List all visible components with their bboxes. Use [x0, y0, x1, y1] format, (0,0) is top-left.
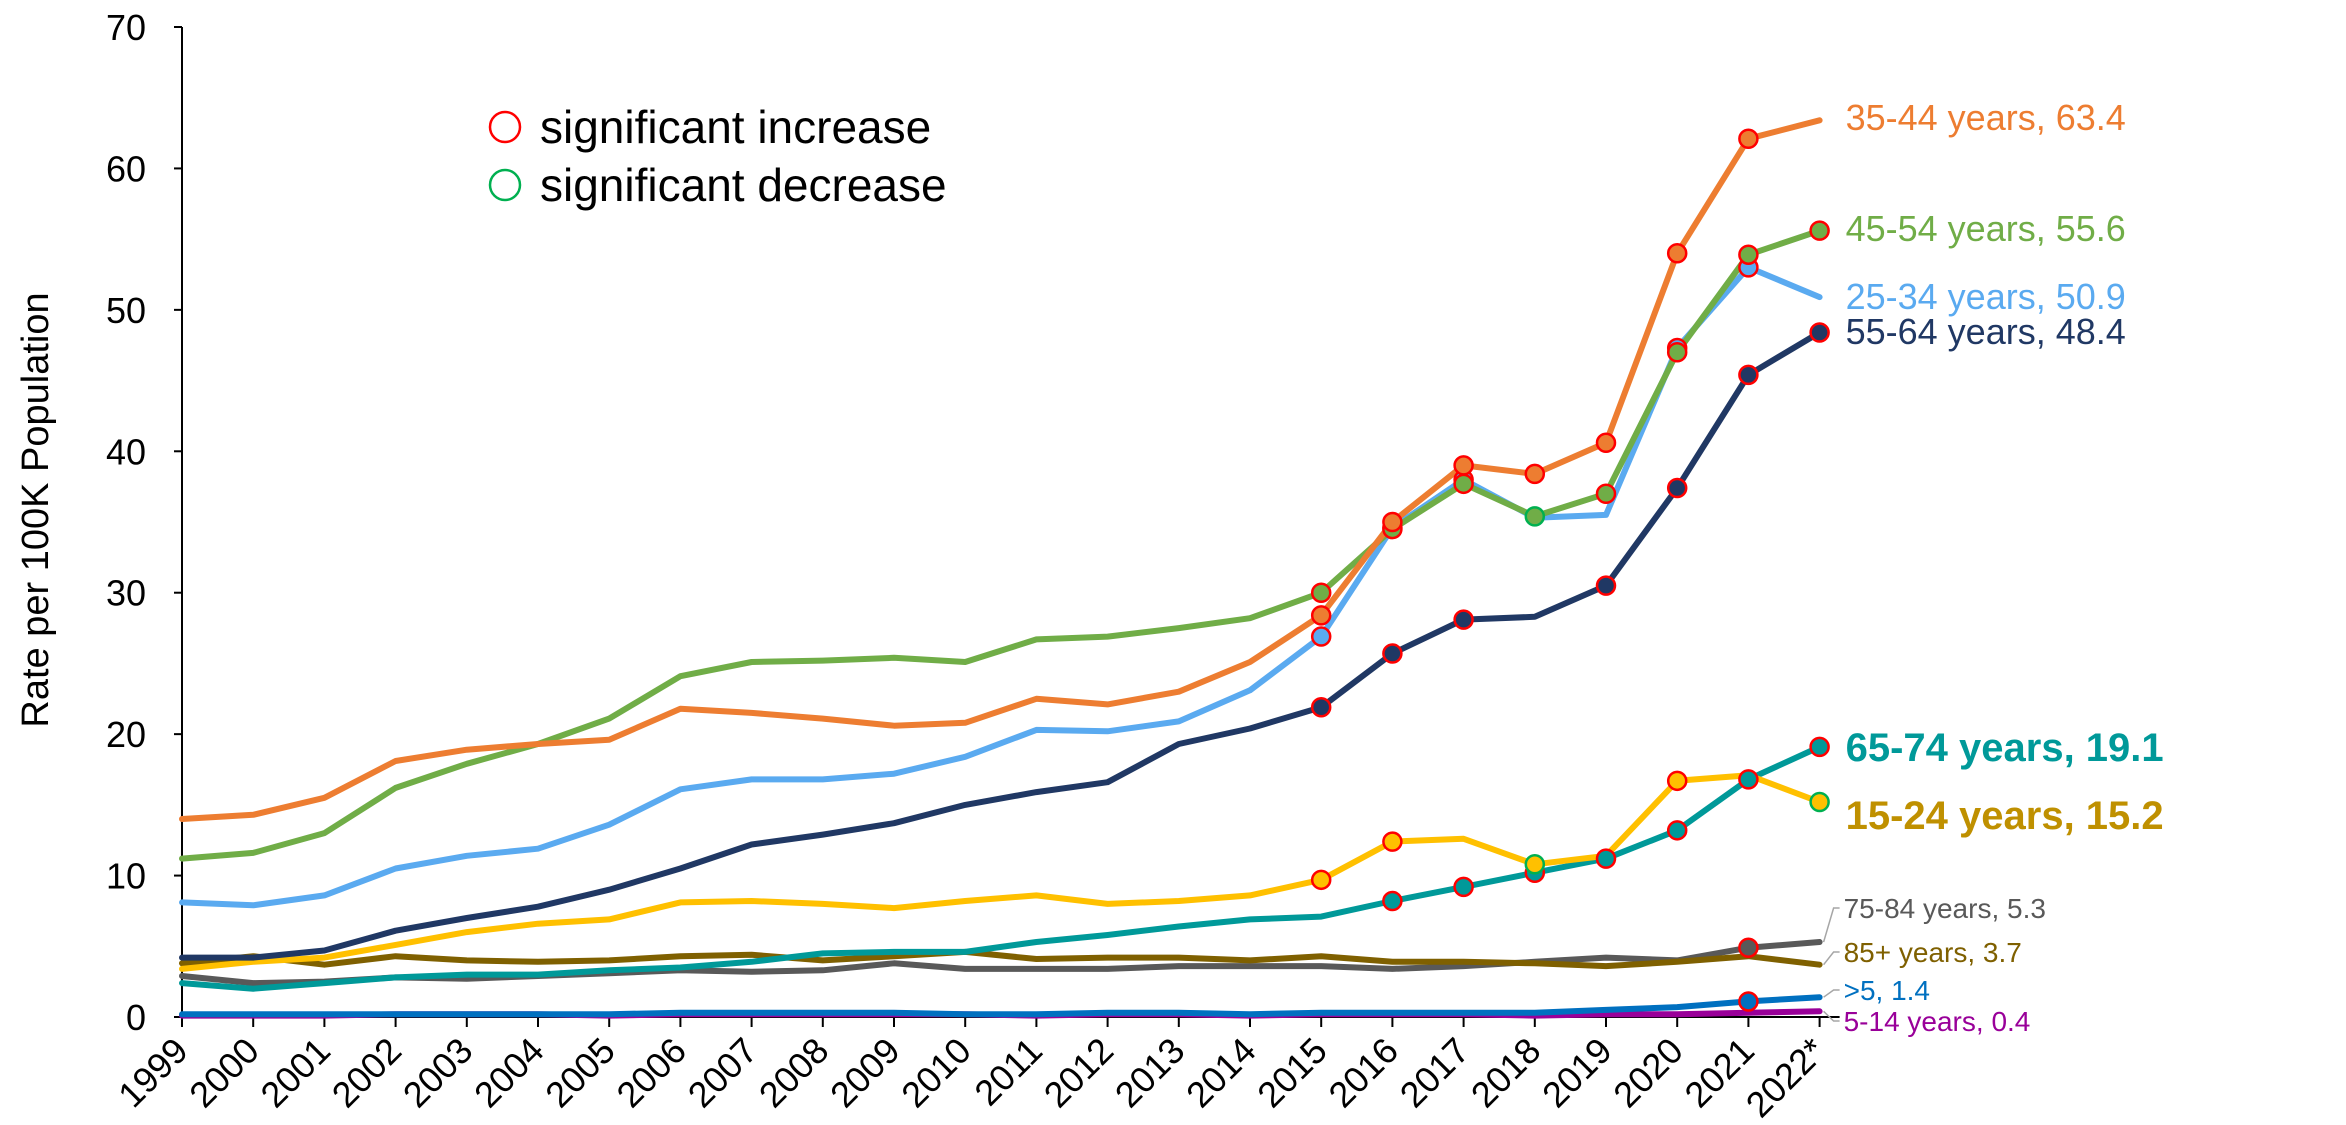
- y-axis-title: Rate per 100K Population: [15, 292, 57, 727]
- series-end-label: 65-74 years, 19.1: [1846, 726, 2164, 770]
- legend-label: significant decrease: [540, 159, 947, 211]
- data-point-marker: [1310, 605, 1332, 626]
- significance-markers: [1310, 128, 1830, 1012]
- data-point-marker: [1738, 128, 1759, 149]
- data-point-marker: [1738, 364, 1759, 386]
- data-point-marker: [1310, 869, 1332, 891]
- data-point-marker: [1738, 937, 1759, 958]
- data-point-marker: [1595, 432, 1617, 454]
- x-tick-label: 2018: [1463, 1030, 1549, 1116]
- y-tick-label: 30: [106, 573, 146, 614]
- x-tick-label: 2020: [1605, 1030, 1691, 1116]
- legend-marker: [488, 110, 522, 144]
- y-tick-label: 40: [106, 431, 146, 472]
- series-end-label: 85+ years, 3.7: [1844, 937, 2022, 968]
- x-tick-label: 2017: [1392, 1030, 1478, 1116]
- data-point-marker: [1738, 244, 1759, 265]
- x-tick-label: 2010: [893, 1030, 979, 1116]
- x-tick-label: 2001: [252, 1030, 338, 1116]
- y-tick-label: 50: [106, 290, 146, 331]
- data-point-marker: [1453, 876, 1474, 898]
- series-end-label: 45-54 years, 55.6: [1846, 208, 2126, 249]
- x-tick-label: 2019: [1534, 1030, 1620, 1116]
- data-point-marker: [1666, 477, 1688, 499]
- data-point-marker: [1809, 736, 1830, 758]
- data-point-marker: [1738, 991, 1759, 1012]
- x-tick-label: 2022*: [1738, 1030, 1834, 1125]
- data-point-marker: [1310, 582, 1332, 603]
- legend: significant increase significant decrease: [488, 101, 947, 211]
- data-point-marker: [1453, 609, 1474, 630]
- label-connector: [1823, 951, 1840, 966]
- data-point-marker: [1453, 455, 1474, 476]
- series-end-label: 55-64 years, 48.4: [1846, 311, 2126, 352]
- x-tick-label: 2009: [822, 1030, 908, 1116]
- series-lines: [179, 117, 1823, 1019]
- data-point-marker: [1595, 848, 1617, 869]
- label-connector: [1822, 907, 1840, 943]
- series-line-15-24-years: [179, 772, 1823, 972]
- data-point-marker: [1524, 463, 1546, 485]
- data-point-marker: [1453, 473, 1474, 495]
- x-tick-label: 2005: [537, 1030, 623, 1116]
- data-point-marker: [1666, 770, 1688, 792]
- y-tick-label: 20: [106, 714, 146, 755]
- x-tick-label: 2006: [608, 1030, 694, 1116]
- series-end-label: 35-44 years, 63.4: [1846, 97, 2126, 138]
- y-tick-label: 10: [106, 856, 146, 897]
- x-tick-label: 2015: [1249, 1030, 1335, 1116]
- series-end-label: >5, 1.4: [1844, 975, 1930, 1006]
- data-point-marker: [1310, 626, 1332, 647]
- x-tick-label: 2007: [680, 1030, 766, 1116]
- x-tick-label: 2014: [1178, 1030, 1264, 1116]
- series-end-label: 75-84 years, 5.3: [1844, 893, 2046, 924]
- data-point-marker: [1524, 506, 1546, 527]
- data-point-marker: [1382, 511, 1403, 533]
- data-point-marker: [1738, 769, 1759, 790]
- data-point-marker: [1809, 322, 1830, 343]
- label-connector: [1823, 989, 1840, 998]
- x-tick-label: 2016: [1320, 1030, 1406, 1116]
- legend-marker: [488, 168, 522, 202]
- x-tick-label: 2000: [181, 1030, 267, 1116]
- data-point-marker: [1666, 820, 1688, 841]
- x-tick-label: 2012: [1036, 1030, 1122, 1116]
- series-line-55-64-years: [179, 329, 1823, 961]
- series-line-85-years: [179, 948, 1823, 970]
- x-tick-label: 2013: [1107, 1030, 1193, 1116]
- data-point-marker: [1382, 890, 1403, 912]
- x-tick-label: 1999: [110, 1030, 196, 1116]
- y-tick-label: 70: [106, 7, 146, 48]
- data-point-marker: [1666, 243, 1688, 264]
- label-connector: [1823, 1010, 1840, 1022]
- axes: 0102030405060701999200020012002200320042…: [106, 7, 1840, 1125]
- series-line--5: [179, 994, 1823, 1018]
- data-point-marker: [1524, 854, 1546, 875]
- series-line-35-44-years: [179, 117, 1823, 822]
- series-line-65-74-years: [179, 743, 1823, 992]
- series-end-labels: 5-14 years, 0.4>5, 1.4 75-84 years, 5.3 85…: [1822, 97, 2164, 1037]
- data-point-marker: [1595, 575, 1617, 596]
- x-tick-label: 2002: [324, 1030, 410, 1116]
- series-end-label: 15-24 years, 15.2: [1846, 794, 2164, 838]
- series-line-25-34-years: [179, 264, 1823, 909]
- x-tick-label: 2004: [466, 1030, 552, 1116]
- data-point-marker: [1809, 791, 1830, 813]
- series-line-45-54-years: [179, 227, 1823, 862]
- legend-label: significant increase: [540, 101, 931, 153]
- x-tick-label: 2008: [751, 1030, 837, 1116]
- series-end-label: 25-34 years, 50.9: [1846, 276, 2126, 317]
- data-point-marker: [1595, 483, 1617, 504]
- x-tick-label: 2011: [966, 1030, 1050, 1114]
- series-end-label: 5-14 years, 0.4: [1844, 1006, 2031, 1037]
- y-tick-label: 0: [126, 997, 146, 1038]
- data-point-marker: [1382, 831, 1403, 852]
- data-point-marker: [1310, 697, 1332, 718]
- data-point-marker: [1809, 220, 1830, 241]
- x-tick-label: 2003: [395, 1030, 481, 1116]
- y-tick-label: 60: [106, 148, 146, 189]
- data-point-marker: [1666, 342, 1688, 363]
- data-point-marker: [1382, 643, 1403, 664]
